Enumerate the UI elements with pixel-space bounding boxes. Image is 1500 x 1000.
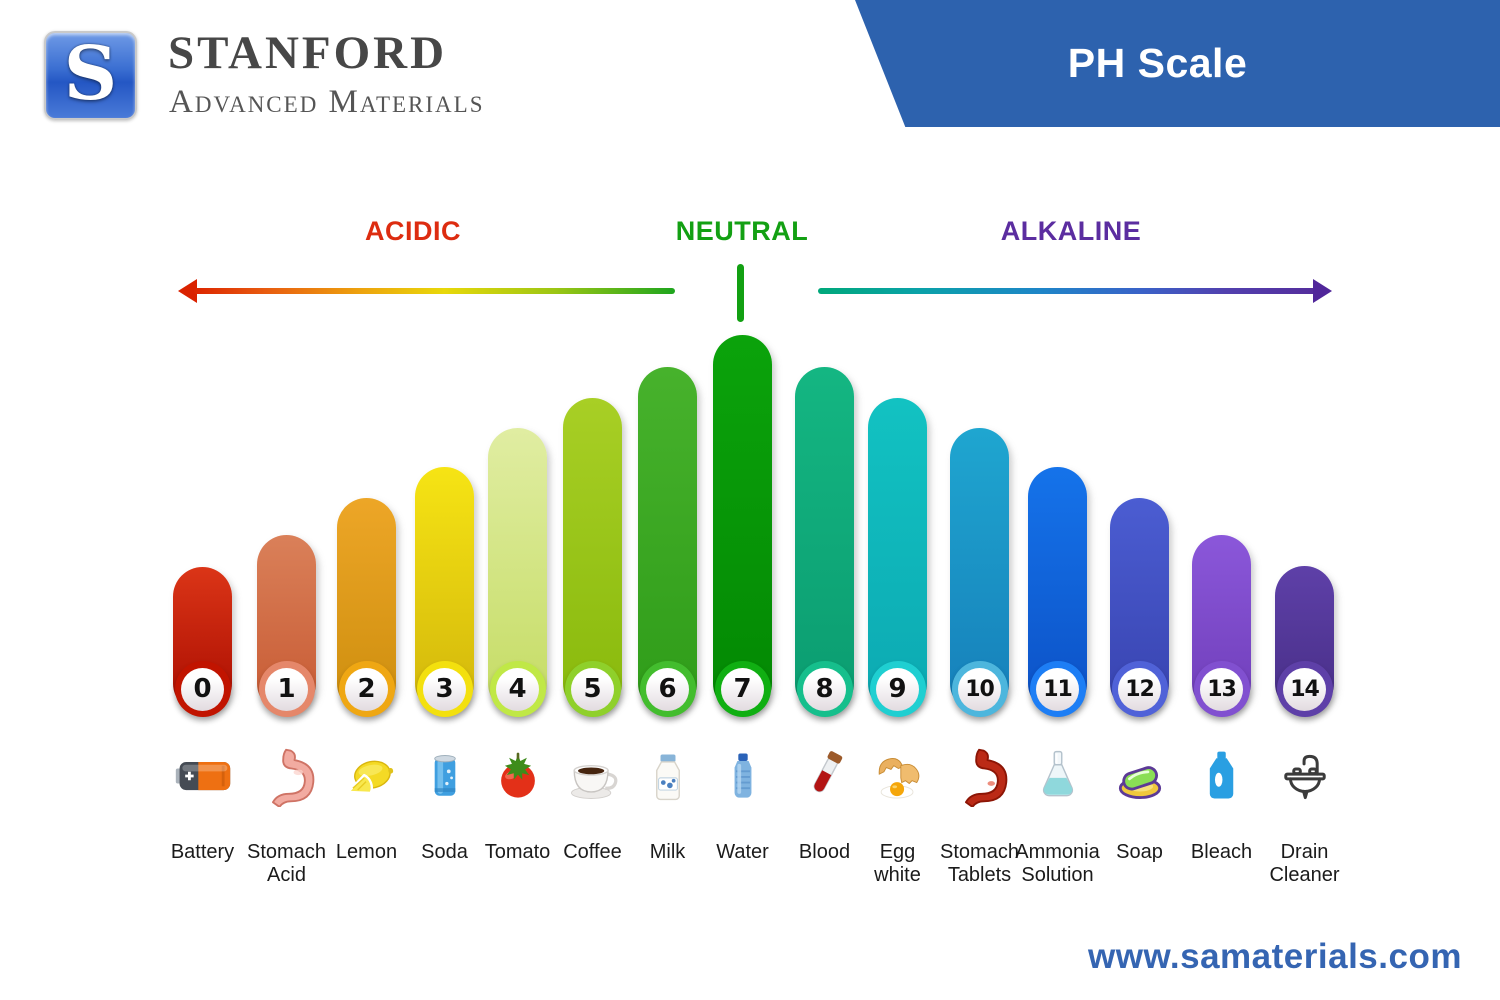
water-bottle-icon — [713, 745, 773, 807]
ph-bar-6 — [638, 367, 697, 713]
item-label-soap: Soap — [1116, 841, 1163, 863]
ph-number-circle-inner: 14 — [1283, 667, 1326, 711]
ph-number-circle-6: 6 — [639, 661, 696, 717]
item-label-water: Water — [716, 841, 769, 863]
item-label-egg-white: Egg white — [874, 841, 921, 886]
battery-icon — [173, 745, 233, 807]
ph-number: 2 — [357, 674, 376, 704]
ph-number: 0 — [193, 674, 212, 704]
page-title: PH Scale — [1067, 40, 1248, 86]
website-link[interactable]: www.samaterials.com — [1088, 937, 1462, 976]
ph-number-circle-12: 12 — [1111, 661, 1168, 717]
ph-number-circle-3: 3 — [416, 661, 473, 717]
soda-can-icon — [415, 745, 475, 807]
ph-number-circle-inner: 1 — [265, 667, 308, 711]
lemon-icon — [337, 745, 397, 807]
acidic-arrow-line — [194, 288, 675, 294]
ph-number: 7 — [733, 674, 752, 704]
item-label-stomach-acid: Stomach Acid — [247, 841, 326, 886]
item-label-soda: Soda — [421, 841, 468, 863]
ph-number-circle-inner: 10 — [958, 667, 1001, 711]
alkaline-arrow-line — [818, 288, 1316, 294]
soap-icon — [1110, 745, 1170, 807]
ph-number: 3 — [435, 674, 454, 704]
ph-number: 13 — [1207, 676, 1237, 702]
ph-number-circle-10: 10 — [951, 661, 1008, 717]
item-label-lemon: Lemon — [335, 841, 398, 863]
brand-logo-icon: S — [44, 31, 137, 120]
brand-logo-letter: S — [63, 30, 118, 117]
ph-number: 14 — [1290, 676, 1320, 702]
ph-number-circle-inner: 0 — [181, 667, 224, 711]
item-label-blood: Blood — [798, 841, 851, 863]
ph-number: 4 — [508, 674, 527, 704]
ph-number-circle-11: 11 — [1029, 661, 1086, 717]
title-banner: PH Scale — [855, 0, 1500, 127]
acidic-arrowhead-icon — [178, 279, 197, 303]
ph-number-circle-inner: 4 — [496, 667, 539, 711]
ph-number: 1 — [277, 674, 296, 704]
ph-number-circle-2: 2 — [338, 661, 395, 717]
item-label-stomach-tablets: Stomach Tablets — [940, 841, 1019, 886]
alkaline-arrowhead-icon — [1313, 279, 1332, 303]
acidic-label: ACIDIC — [365, 216, 461, 246]
ph-number-circle-inner: 2 — [345, 667, 388, 711]
ph-number-circle-inner: 7 — [721, 667, 764, 711]
ph-number-circle-14: 14 — [1276, 661, 1333, 717]
item-label-tomato: Tomato — [484, 841, 551, 863]
ph-number-circle-inner: 3 — [423, 667, 466, 711]
neutral-label: NEUTRAL — [675, 216, 809, 246]
ph-number: 12 — [1125, 676, 1155, 702]
drain-sink-icon — [1275, 745, 1335, 807]
ph-number-circle-inner: 11 — [1036, 667, 1079, 711]
neutral-tick — [737, 264, 744, 322]
ph-number: 8 — [815, 674, 834, 704]
ph-number-circle-9: 9 — [869, 661, 926, 717]
item-label-battery: Battery — [170, 841, 235, 863]
bleach-bottle-icon — [1192, 745, 1252, 807]
ph-number-circle-inner: 12 — [1118, 667, 1161, 711]
ph-bar-8 — [795, 367, 854, 713]
ph-number: 11 — [1043, 676, 1073, 702]
ph-number-circle-inner: 8 — [803, 667, 846, 711]
item-label-milk: Milk — [649, 841, 686, 863]
egg-icon — [868, 745, 928, 807]
ph-number-circle-8: 8 — [796, 661, 853, 717]
milk-bottle-icon — [638, 745, 698, 807]
ph-number-circle-inner: 5 — [571, 667, 614, 711]
ph-number: 9 — [888, 674, 907, 704]
ph-bar-7 — [713, 335, 772, 713]
ph-bar-9 — [868, 398, 927, 713]
ph-number-circle-4: 4 — [489, 661, 546, 717]
ph-number-circle-inner: 13 — [1200, 667, 1243, 711]
coffee-cup-icon — [563, 745, 623, 807]
stomach-tablets-icon — [950, 745, 1010, 807]
brand-name: STANFORD — [168, 27, 448, 79]
ph-number-circle-inner: 9 — [876, 667, 919, 711]
item-label-drain-cleaner: Drain Cleaner — [1269, 841, 1340, 886]
item-label-bleach: Bleach — [1190, 841, 1253, 863]
ph-number: 5 — [583, 674, 602, 704]
ph-number-circle-inner: 6 — [646, 667, 689, 711]
ph-number-circle-13: 13 — [1193, 661, 1250, 717]
ammonia-flask-icon — [1028, 745, 1088, 807]
ph-number-circle-5: 5 — [564, 661, 621, 717]
stomach-icon — [257, 745, 317, 807]
alkaline-label: ALKALINE — [1000, 216, 1142, 246]
ph-number: 6 — [658, 674, 677, 704]
ph-number-circle-1: 1 — [258, 661, 315, 717]
brand-subtitle: Advanced Materials — [169, 84, 485, 120]
tomato-icon — [488, 745, 548, 807]
acidic-arrow — [178, 279, 675, 303]
ph-number-circle-0: 0 — [174, 661, 231, 717]
item-label-ammonia-solution: Ammonia Solution — [1015, 841, 1100, 886]
ph-number: 10 — [965, 676, 995, 702]
alkaline-arrow — [818, 279, 1332, 303]
item-label-coffee: Coffee — [563, 841, 622, 863]
blood-tube-icon — [795, 745, 855, 807]
ph-number-circle-7: 7 — [714, 661, 771, 717]
ph-bar-5 — [563, 398, 622, 713]
